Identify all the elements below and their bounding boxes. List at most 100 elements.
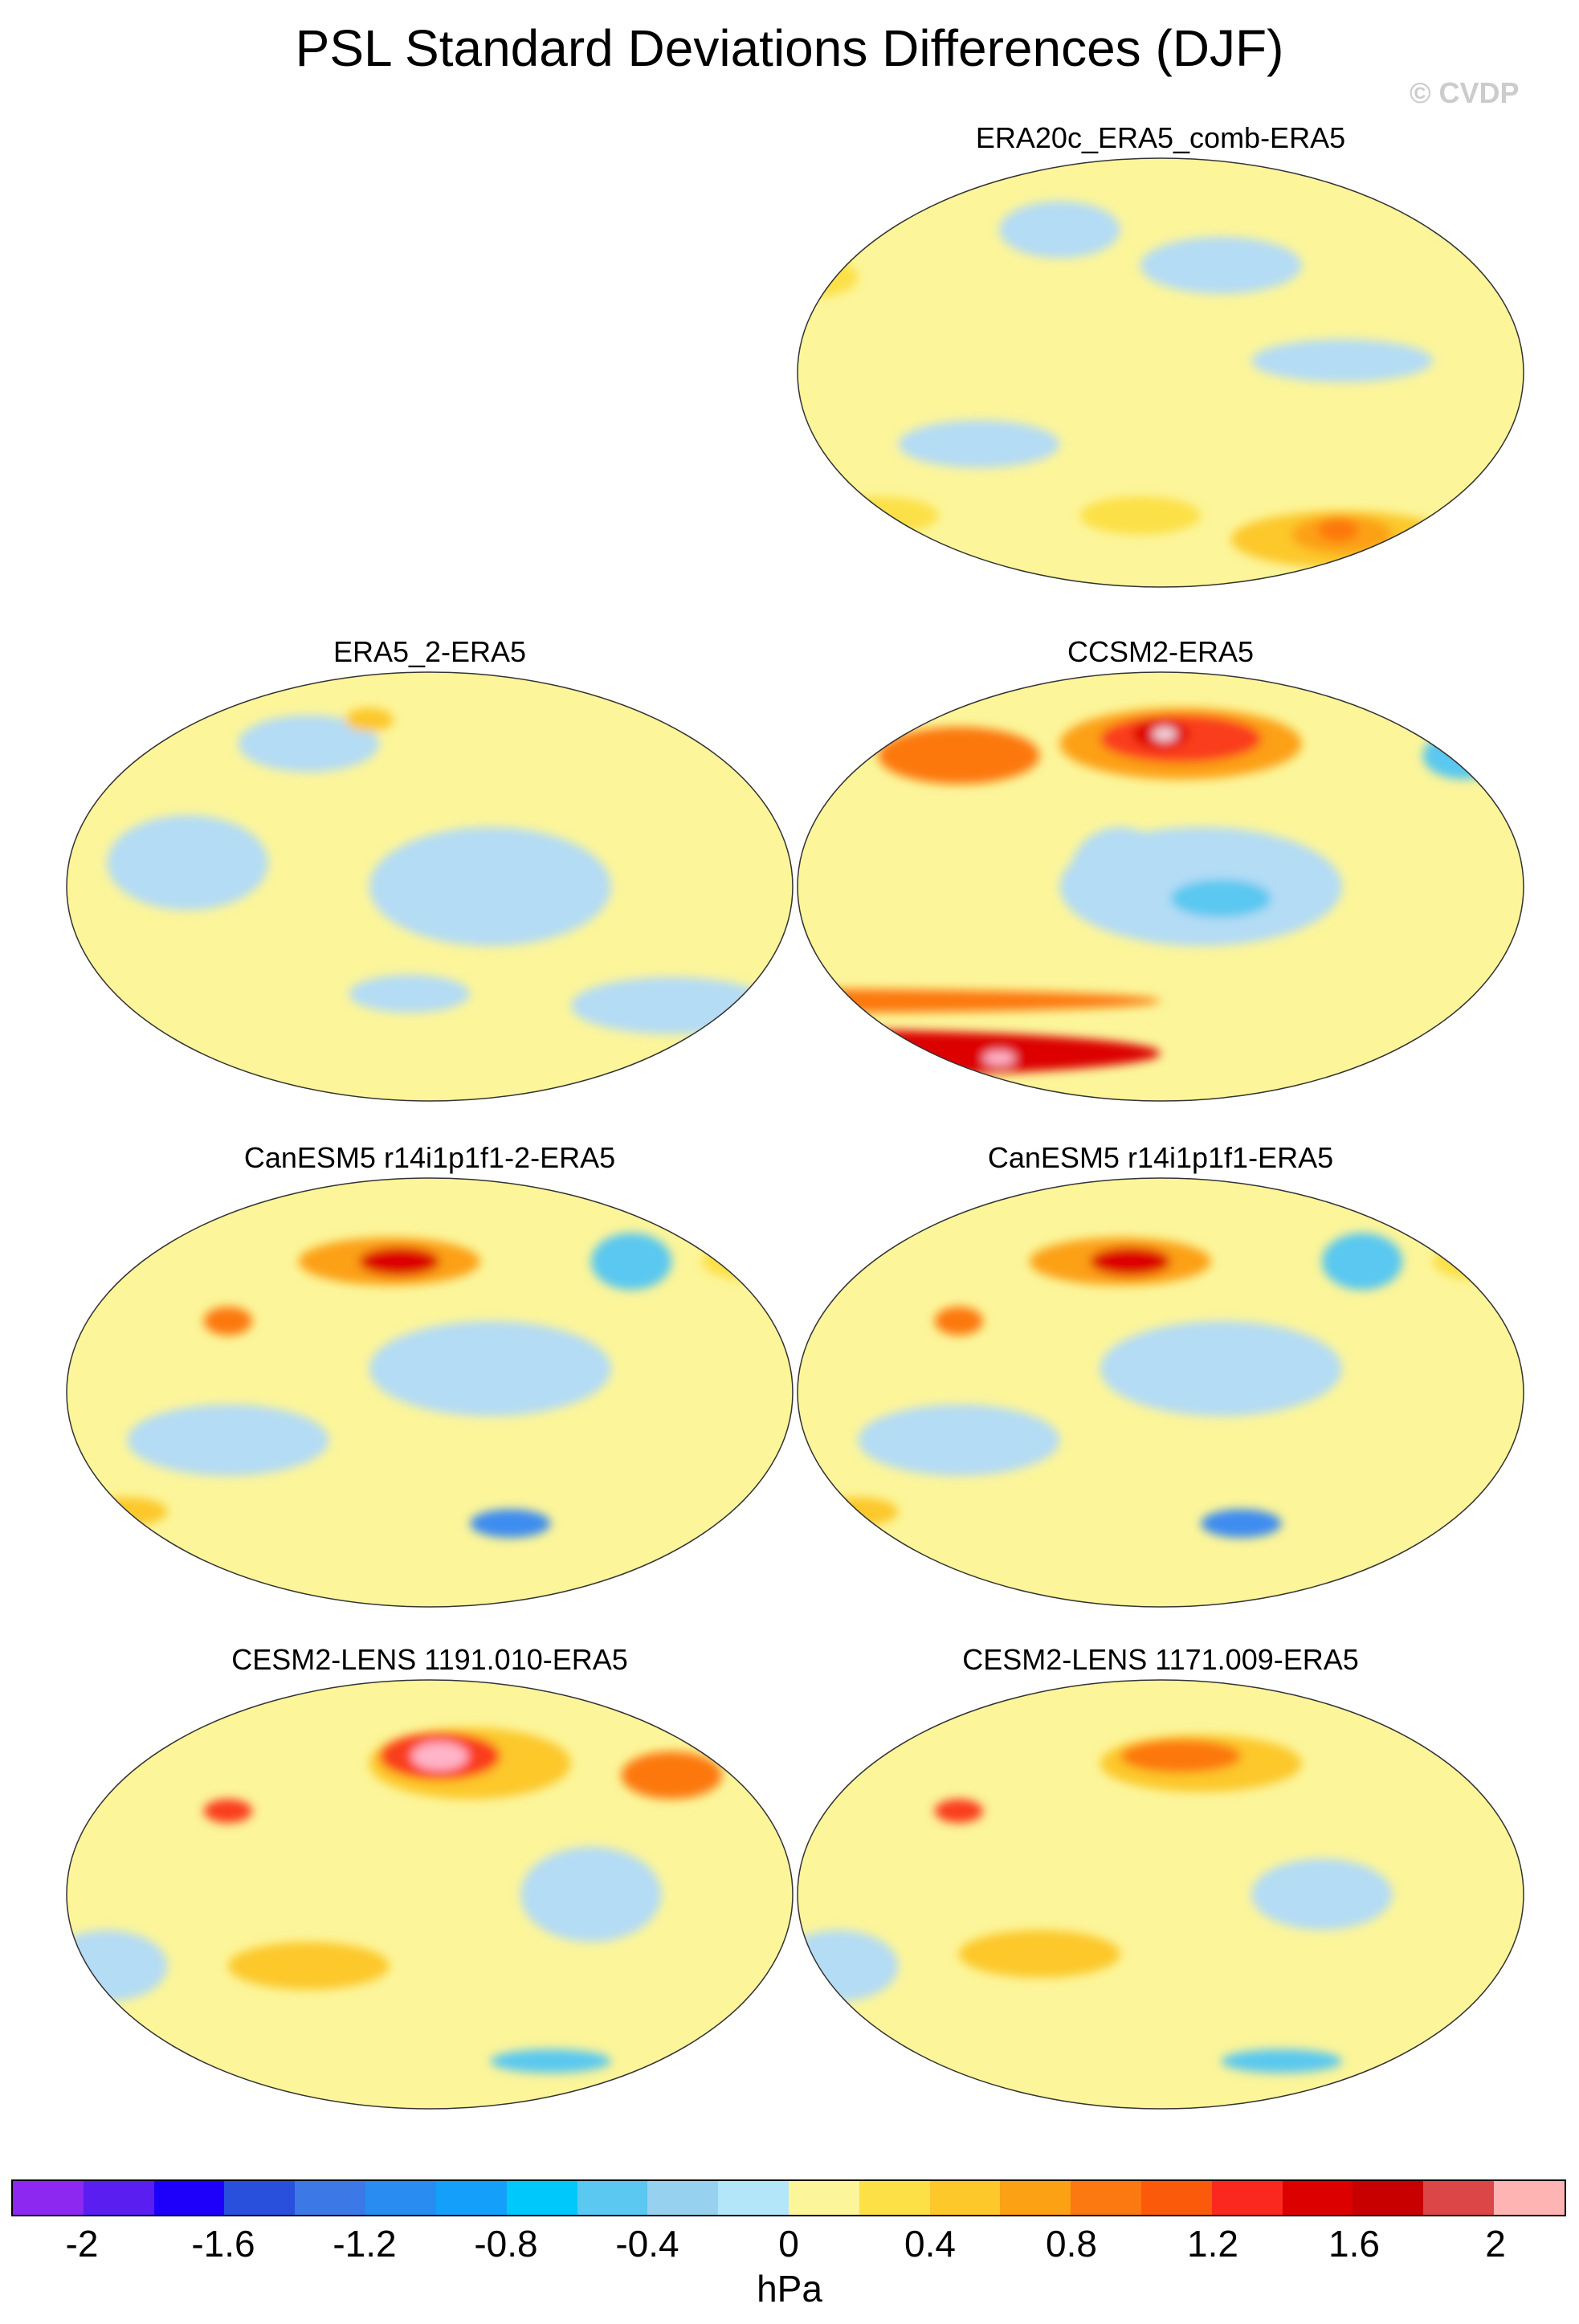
colorbar-swatch: [1000, 2181, 1071, 2215]
anomaly-region: [898, 420, 1060, 468]
anomaly-region: [238, 715, 380, 773]
anomaly-region: [934, 1799, 984, 1823]
colorbar-tick-label: 2: [1485, 2223, 1506, 2265]
colorbar-swatch: [13, 2181, 84, 2215]
colorbar-tick-label: 0.8: [1046, 2223, 1097, 2265]
anomaly-region: [359, 1247, 440, 1276]
anomaly-region: [349, 974, 471, 1013]
anomaly-region: [1079, 496, 1202, 535]
colorbar-swatch: [1071, 2181, 1141, 2215]
anomaly-region: [1433, 194, 1524, 242]
anomaly-region: [858, 1404, 1060, 1476]
map-border: [797, 1177, 1524, 1608]
map-border: [797, 157, 1524, 588]
colorbar-tick-label: -1.6: [191, 2223, 255, 2265]
anomaly-region: [621, 1751, 723, 1800]
colorbar-swatch: [929, 2181, 1001, 2215]
map-globe: [66, 1177, 794, 1608]
anomaly-region: [798, 1029, 1161, 1078]
anomaly-region: [1152, 727, 1177, 742]
colorbar-tick-label: 0: [778, 2223, 799, 2265]
anomaly-region: [1090, 1247, 1171, 1276]
panel-title: CESM2-LENS 1191.010-ERA5: [231, 1643, 628, 1676]
anomaly-region: [1070, 826, 1171, 923]
colorbar-swatch: [365, 2181, 436, 2215]
map-globe: [797, 1177, 1524, 1608]
anomaly-region: [345, 707, 394, 732]
colorbar-tick-label: 1.6: [1328, 2223, 1380, 2265]
map-border: [797, 671, 1524, 1102]
colorbar-swatch: [506, 2181, 577, 2215]
colorbar-swatch: [1494, 2181, 1565, 2215]
anomaly-region: [490, 2049, 612, 2073]
colorbar-swatch: [577, 2181, 648, 2215]
map-background: [798, 158, 1524, 587]
colorbar-swatch: [1282, 2181, 1353, 2215]
map-panel: CanESM5 r14i1p1f1-2-ERA5: [64, 1140, 795, 1609]
map-panel: CESM2-LENS 1191.010-ERA5: [64, 1642, 795, 2111]
colorbar-swatch: [83, 2181, 154, 2215]
colorbar-swatch: [859, 2181, 930, 2215]
anomaly-region: [1221, 2049, 1342, 2073]
anomaly-region: [748, 1041, 793, 1066]
anomaly-region: [1433, 1043, 1494, 1063]
map-globe: [66, 1679, 794, 2110]
colorbar-swatch: [718, 2181, 789, 2215]
anomaly-region: [1422, 732, 1504, 780]
anomaly-region: [1251, 1858, 1393, 1931]
anomaly-region: [1120, 1739, 1242, 1773]
map-panel: ERA5_2-ERA5: [64, 634, 795, 1103]
panel-title: ERA20c_ERA5_comb-ERA5: [975, 121, 1346, 154]
map-border: [66, 1177, 794, 1608]
map-border: [66, 671, 794, 1102]
colorbar-units: hPa: [757, 2268, 822, 2310]
panel-title: CCSM2-ERA5: [1067, 635, 1255, 668]
anomaly-region: [590, 1233, 672, 1290]
colorbar-swatch: [435, 2181, 507, 2215]
colorbar-swatch: [647, 2181, 719, 2215]
map-globe: [797, 1679, 1524, 2110]
anomaly-region: [570, 976, 773, 1034]
anomaly-region: [1201, 1509, 1282, 1538]
anomaly-region: [878, 727, 1040, 785]
anomaly-region: [1463, 1739, 1504, 1763]
copyright-watermark: © CVDP: [1410, 76, 1520, 109]
colorbar-tick-label: -0.8: [474, 2223, 538, 2265]
anomaly-region: [1140, 236, 1302, 295]
colorbar-tick-label: -0.4: [615, 2223, 679, 2265]
colorbar-swatch: [295, 2181, 366, 2215]
colorbar-tick-label: -2: [65, 2223, 99, 2265]
anomaly-region: [1251, 339, 1433, 382]
map-globe: [66, 671, 794, 1102]
anomaly-region: [369, 1321, 611, 1417]
colorbar-tick-label: -1.2: [333, 2223, 397, 2265]
map-panel: CanESM5 r14i1p1f1-ERA5: [795, 1140, 1526, 1609]
map-border: [66, 1679, 794, 2110]
colorbar-swatch: [153, 2181, 225, 2215]
map-background: [67, 1680, 793, 2109]
anomaly-region: [999, 201, 1120, 259]
anomaly-region: [1321, 1233, 1403, 1290]
anomaly-region: [203, 1799, 253, 1823]
anomaly-region: [1317, 517, 1359, 542]
panel-title: CanESM5 r14i1p1f1-2-ERA5: [243, 1141, 616, 1174]
panel-title: CESM2-LENS 1171.009-ERA5: [962, 1643, 1359, 1676]
map-background: [798, 1680, 1524, 2109]
anomaly-region: [227, 1942, 390, 1990]
anomaly-region: [818, 496, 939, 535]
panel-title: CanESM5 r14i1p1f1-ERA5: [987, 1141, 1334, 1174]
anomaly-region: [369, 826, 611, 947]
anomaly-region: [203, 1307, 253, 1335]
colorbar-swatch: [1423, 2181, 1495, 2215]
colorbar-swatch: [1353, 2181, 1424, 2215]
anomaly-region: [107, 815, 269, 911]
anomaly-region: [127, 1404, 329, 1476]
colorbar-swatch: [1211, 2181, 1283, 2215]
panel-title: ERA5_2-ERA5: [333, 635, 527, 668]
colorbar-tick-label: 1.2: [1187, 2223, 1238, 2265]
colorbar-swatch: [788, 2181, 859, 2215]
colorbar-swatch: [1141, 2181, 1212, 2215]
anomaly-region: [520, 1846, 662, 1943]
anomaly-region: [1170, 879, 1272, 918]
anomaly-region: [1100, 1321, 1342, 1417]
